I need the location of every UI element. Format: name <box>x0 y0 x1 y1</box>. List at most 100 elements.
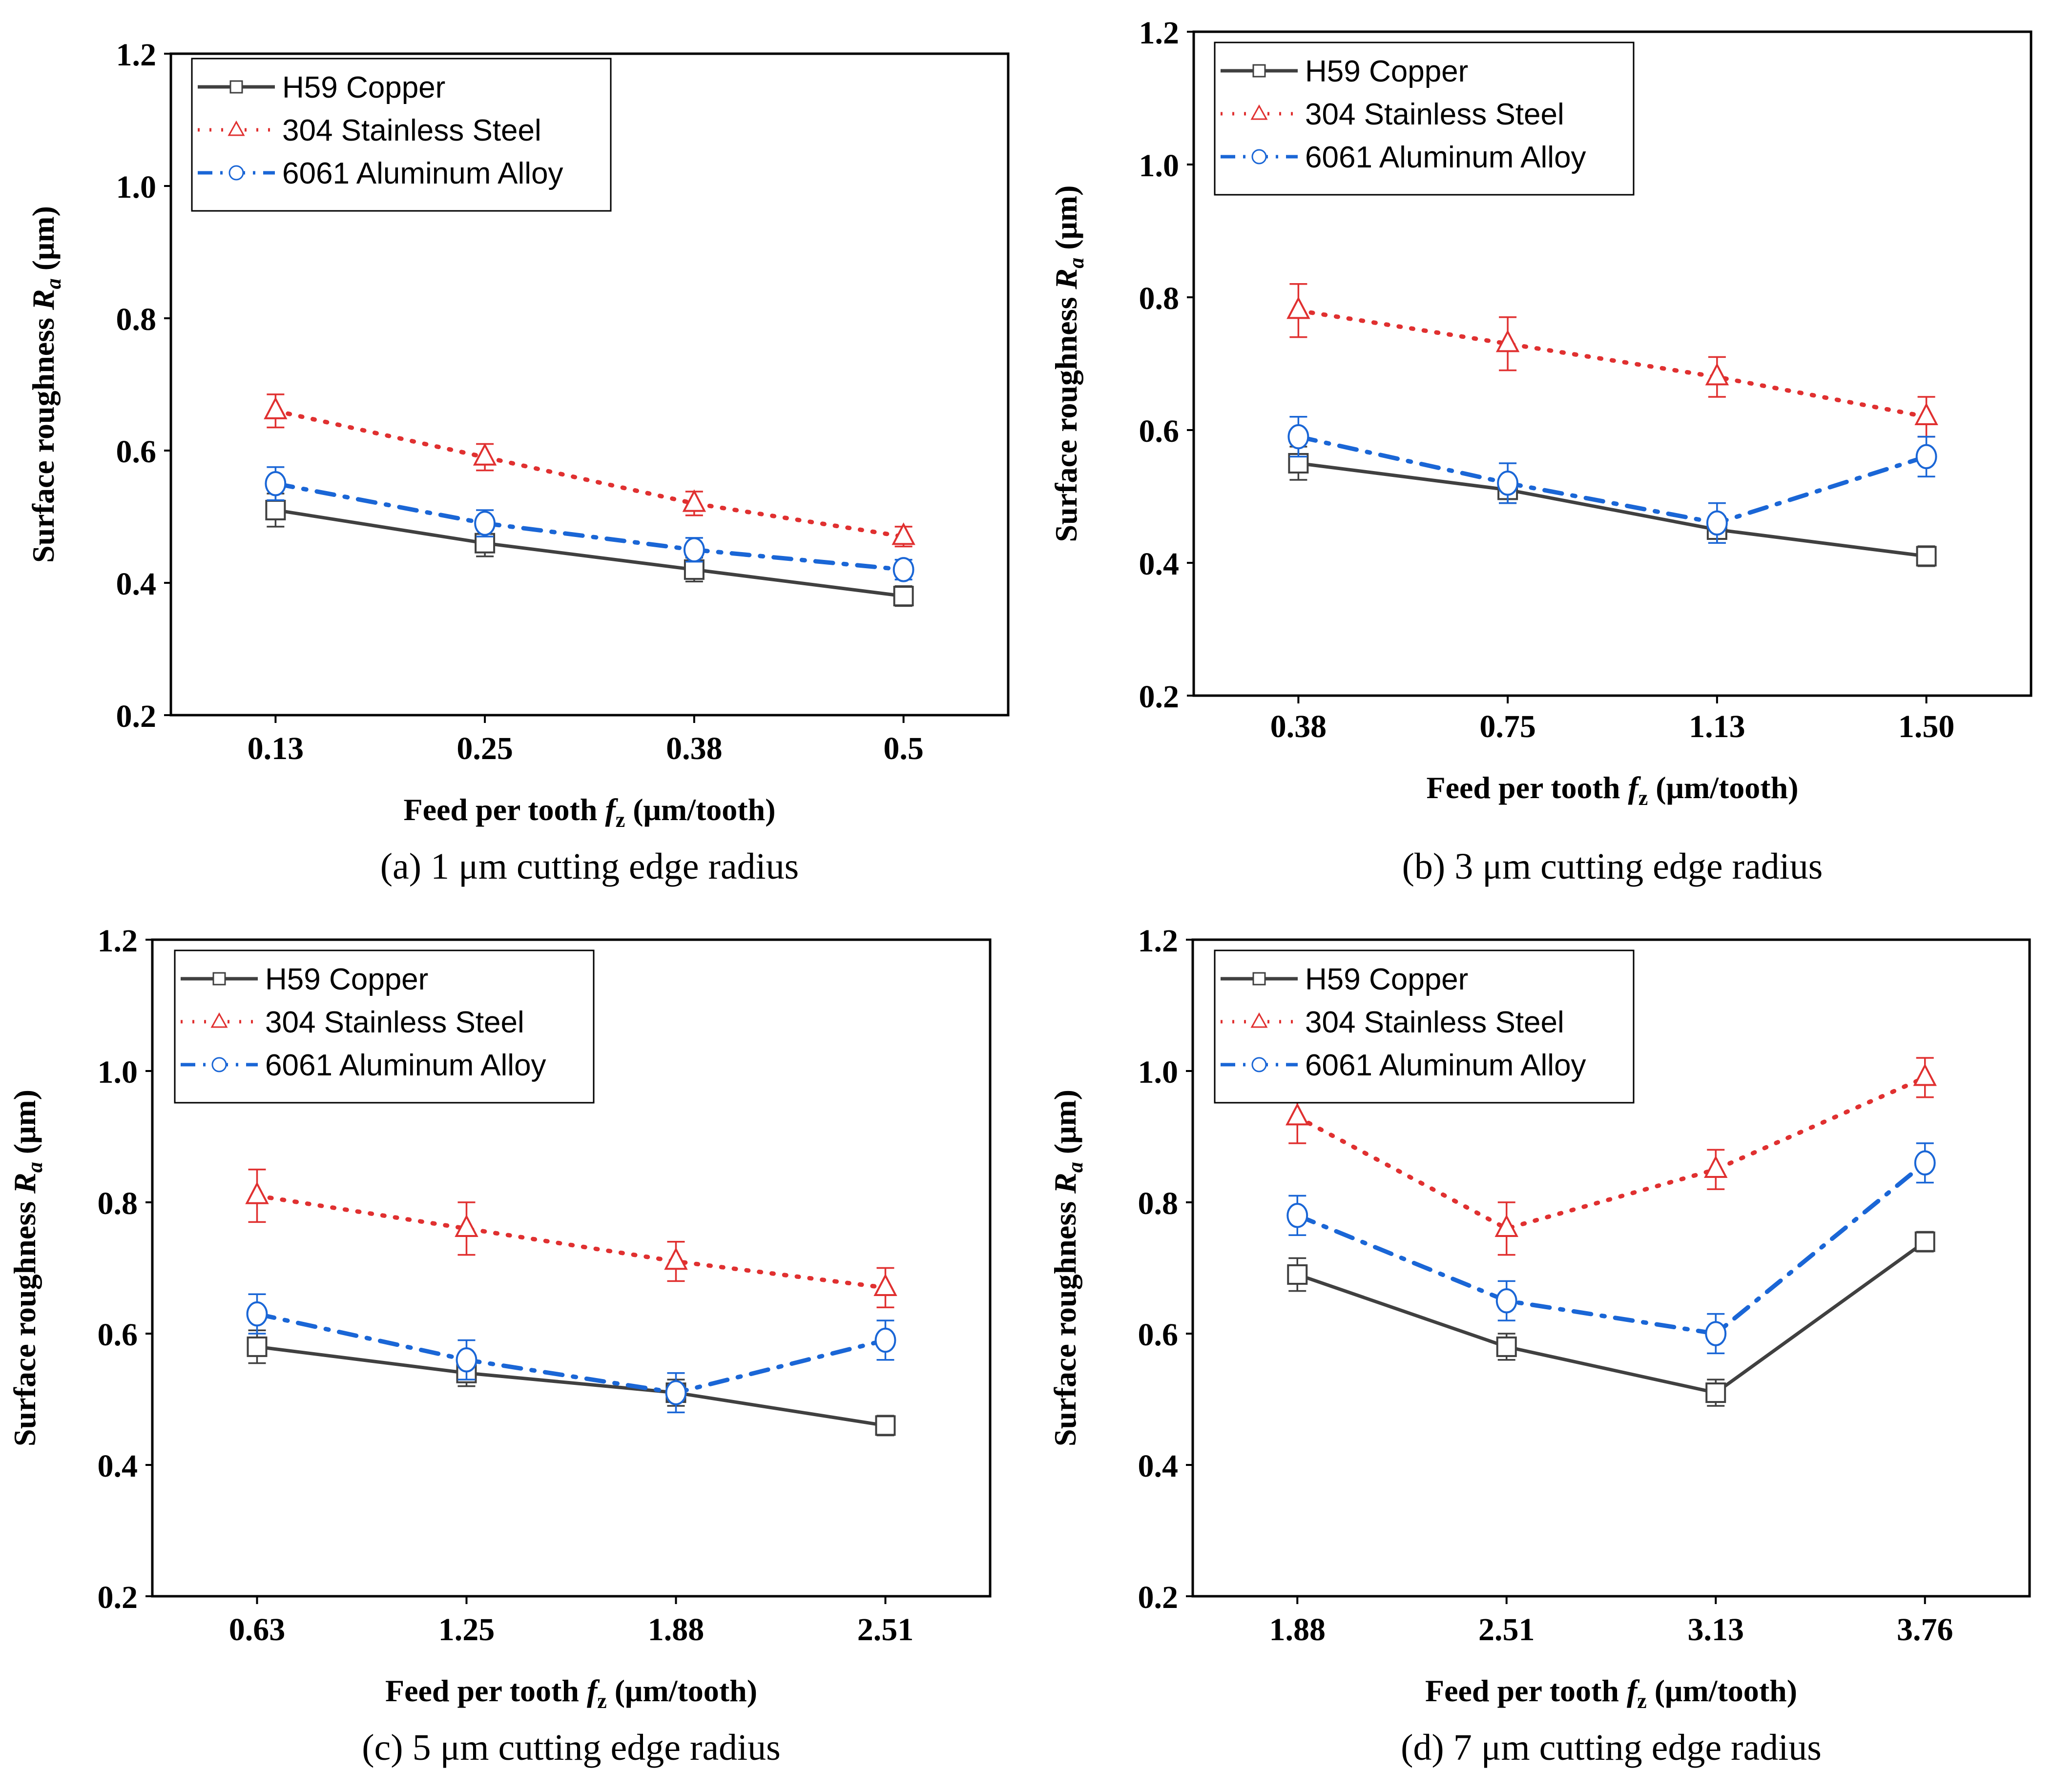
x-tick-label: 3.13 <box>1688 1612 1744 1648</box>
legend-label: 6061 Aluminum Alloy <box>282 157 563 190</box>
y-tick-label: 0.4 <box>98 1448 138 1484</box>
data-point-triangle <box>455 1214 478 1237</box>
y-tick-label: 0.8 <box>116 302 157 337</box>
data-point-circle <box>1495 1288 1517 1314</box>
series-triangle <box>245 1169 897 1308</box>
data-point-triangle <box>873 1273 897 1297</box>
plot-frame <box>151 938 992 1598</box>
y-tick-label: 1.2 <box>98 923 138 959</box>
legend-box <box>1214 949 1635 1104</box>
plot-frame <box>1191 938 2031 1598</box>
legend-circle-icon <box>1251 149 1267 165</box>
x-axis-title: Feed per tooth fz (μm/tooth) <box>1425 1673 1797 1713</box>
legend-circle-icon <box>228 165 244 181</box>
series-circle <box>1286 1142 1936 1355</box>
data-point-circle <box>874 1327 896 1353</box>
series-circle <box>246 1293 896 1414</box>
data-point-circle <box>246 1301 268 1327</box>
y-tick-label: 0.8 <box>1139 281 1180 316</box>
data-point-triangle <box>245 1181 269 1204</box>
y-tick-label: 0.8 <box>1138 1186 1179 1221</box>
data-point-square <box>1496 1336 1517 1357</box>
y-axis-title: Surface roughness Ra (μm) <box>1048 1090 1087 1446</box>
data-point-circle <box>265 471 287 496</box>
data-point-circle <box>1287 424 1309 450</box>
y-tick-label: 0.6 <box>1138 1317 1179 1353</box>
legend-label: H59 Copper <box>282 71 445 104</box>
legend: H59 Copper 304 Stainless Steel 6061 Alumin… <box>191 58 612 212</box>
panel-caption: (a) 1 μm cutting edge radius <box>380 846 799 887</box>
x-tick-label: 0.38 <box>1270 709 1327 744</box>
legend-box <box>191 58 612 212</box>
data-point-circle <box>1914 1150 1936 1176</box>
legend-label: 6061 Aluminum Alloy <box>1305 1049 1586 1082</box>
data-point-triangle <box>1704 1155 1728 1178</box>
x-tick-label: 1.25 <box>438 1612 495 1648</box>
panel-caption: (b) 3 μm cutting edge radius <box>1402 846 1823 887</box>
legend-label: 6061 Aluminum Alloy <box>265 1049 546 1082</box>
data-point-triangle <box>1286 296 1310 319</box>
series-line <box>1296 461 1929 558</box>
series-line <box>1295 1240 1927 1395</box>
legend-square-icon <box>212 972 226 986</box>
series-line <box>1295 1160 1928 1336</box>
data-point-triangle <box>473 443 497 466</box>
data-point-triangle <box>682 489 706 512</box>
x-tick-label: 2.51 <box>1478 1612 1535 1648</box>
legend-triangle-icon <box>210 1012 228 1028</box>
x-tick-label: 0.5 <box>883 731 924 766</box>
y-tick-label: 1.0 <box>98 1054 138 1090</box>
y-tick-label: 0.8 <box>98 1186 138 1221</box>
y-tick-label: 1.2 <box>116 37 157 73</box>
y-tick-label: 0.6 <box>116 434 157 470</box>
x-tick-label: 1.88 <box>648 1612 705 1648</box>
y-axis-title: Surface roughness Ra (μm) <box>1049 185 1088 542</box>
series-circle <box>265 466 914 582</box>
y-tick-label: 0.2 <box>1138 1580 1179 1615</box>
panel-caption: (d) 7 μm cutting edge radius <box>1401 1727 1822 1768</box>
data-point-circle <box>1915 444 1937 470</box>
data-point-circle <box>1706 510 1728 536</box>
series-triangle <box>1286 283 1938 438</box>
legend-label: H59 Copper <box>1305 963 1468 996</box>
data-point-circle <box>683 537 705 562</box>
data-point-square <box>893 586 914 607</box>
data-point-triangle <box>664 1247 688 1270</box>
data-point-circle <box>456 1347 477 1373</box>
chart-panel-d: 0.2 0.4 0.6 0.8 1.0 1.2 1.88 2.51 3.13 3.76 Feed p… <box>1048 923 2031 1768</box>
legend-square-icon <box>1252 64 1266 78</box>
x-tick-label: 3.76 <box>1897 1612 1953 1648</box>
data-point-triangle <box>264 396 288 419</box>
legend-box <box>174 949 595 1104</box>
legend-circle-icon <box>211 1057 227 1072</box>
series-square <box>1288 446 1937 567</box>
x-axis-title: Feed per tooth fz (μm/tooth) <box>1426 770 1798 810</box>
y-axis-title: Surface roughness Ra (μm) <box>26 206 65 563</box>
data-point-triangle <box>892 522 915 545</box>
data-point-triangle <box>1705 363 1729 386</box>
legend-label: 304 Stainless Steel <box>265 1006 524 1039</box>
x-tick-label: 2.51 <box>857 1612 914 1648</box>
data-point-square <box>265 499 286 520</box>
series-line <box>273 409 906 539</box>
x-axis-title: Feed per tooth fz (μm/tooth) <box>403 792 775 832</box>
y-tick-label: 0.4 <box>1138 1448 1179 1484</box>
x-tick-label: 0.25 <box>456 731 513 766</box>
plot-frame <box>169 52 1010 717</box>
y-tick-label: 1.2 <box>1139 15 1180 51</box>
data-point-triangle <box>1286 1103 1309 1126</box>
chart-panel-b: 0.2 0.4 0.6 0.8 1.0 1.2 0.38 0.75 1.13 1.50 Feed p… <box>1049 15 2032 887</box>
chart-panel-c: 0.2 0.4 0.6 0.8 1.0 1.2 0.63 1.25 1.88 2.51 Feed p… <box>7 923 992 1768</box>
series-line <box>273 508 906 598</box>
series-circle <box>1287 416 1937 544</box>
data-point-square <box>1705 1382 1726 1403</box>
x-tick-label: 1.88 <box>1269 1612 1326 1648</box>
x-tick-label: 1.13 <box>1689 709 1745 744</box>
legend-label: 304 Stainless Steel <box>1305 1006 1564 1039</box>
chart-panel-a: 0.2 0.4 0.6 0.8 1.0 1.2 0.13 0.25 0.38 0.5 Feed pe… <box>26 37 1010 887</box>
series-line <box>255 1345 887 1427</box>
x-axis-title: Feed per tooth fz (μm/tooth) <box>385 1673 757 1713</box>
panel-caption: (c) 5 μm cutting edge radius <box>362 1727 781 1768</box>
data-point-square <box>247 1336 268 1357</box>
